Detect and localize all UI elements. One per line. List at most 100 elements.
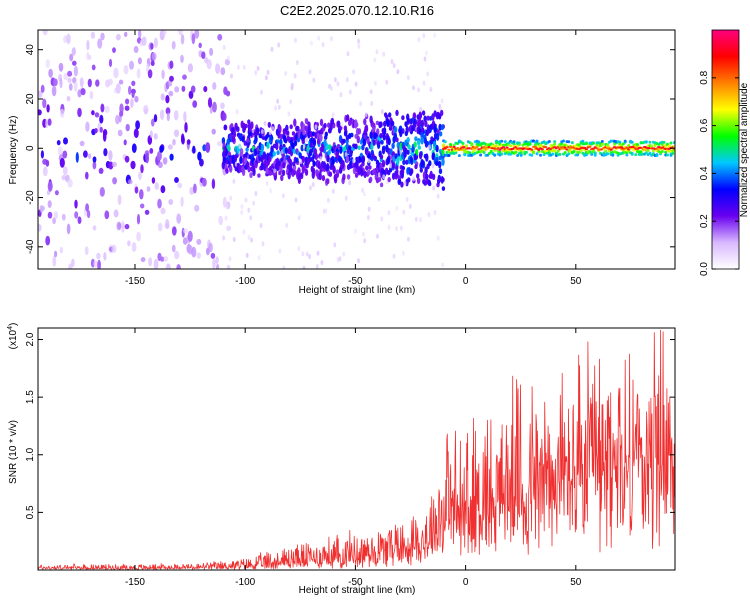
spectrogram-cell — [567, 140, 571, 144]
spectrogram-cell — [461, 142, 465, 145]
spectrogram-cell — [431, 163, 435, 169]
spectrogram-cell — [161, 69, 165, 80]
spectrogram-cell — [364, 124, 369, 133]
spectrogram-cell — [361, 187, 364, 193]
spectrogram-cell — [323, 122, 327, 129]
spectrogram-cell — [221, 161, 225, 170]
spectrogram-cell — [222, 112, 227, 121]
spectrogram-cell — [157, 222, 163, 232]
spectrogram-cell — [348, 89, 352, 95]
spectrogram-cell — [414, 164, 418, 170]
spectrogram-cell — [664, 150, 668, 154]
spectrogram-cell — [671, 152, 675, 155]
spectrogram-cell — [540, 148, 544, 151]
spectrogram-cell — [395, 226, 398, 232]
spectrogram-cell — [431, 173, 436, 180]
spectrogram-cell — [413, 153, 417, 161]
spectrogram-cell — [644, 140, 648, 144]
spectrogram-cell — [171, 244, 176, 253]
spectrogram-cell — [439, 131, 443, 137]
spectrogram-cell — [636, 143, 639, 147]
spectrogram-cell — [363, 191, 366, 197]
spectrogram-cell — [254, 191, 258, 196]
spectrogram-cell — [400, 181, 404, 188]
spectrogram-cell — [115, 33, 121, 41]
colorbar-gradient — [711, 29, 740, 270]
spectrogram-cell — [61, 174, 67, 181]
spectrogram-cell — [236, 126, 240, 133]
spectrogram-cell — [381, 127, 385, 134]
spectrogram-cell — [226, 225, 232, 232]
spectrogram-cell — [59, 246, 63, 254]
spectrogram-cell — [165, 263, 171, 269]
spectrogram-cell — [153, 259, 159, 269]
spectrogram-cell — [140, 203, 145, 209]
spectrogram-cell — [405, 197, 409, 202]
y-tick-label: 20 — [25, 93, 36, 105]
spectrogram-cell — [354, 81, 358, 87]
spectrogram-cell — [309, 142, 313, 148]
spectrogram-cell — [159, 145, 164, 153]
spectrogram-cell — [362, 231, 365, 237]
spectrogram-cell — [168, 90, 174, 97]
spectrogram-cell — [530, 153, 534, 157]
spectrogram-cell — [630, 140, 634, 144]
spectrogram-cell — [167, 144, 173, 150]
svg-text:(x104): (x104) — [7, 323, 19, 350]
spectrogram-cell — [146, 186, 151, 192]
spectrogram-cell — [194, 30, 200, 39]
spectrogram-cell — [270, 149, 274, 157]
spectrogram-cell — [225, 204, 229, 209]
spectrogram-cell — [40, 84, 45, 93]
spectrogram-cell — [42, 30, 48, 36]
y-tick-label: 1.5 — [25, 390, 36, 404]
spectrogram-cell — [248, 131, 253, 137]
spectrogram-cell — [90, 31, 96, 39]
spectrogram-cell — [172, 138, 176, 146]
colorbar-tick-label: 0.2 — [699, 214, 710, 228]
spectrogram-cell — [579, 149, 583, 153]
spectrogram-cell — [361, 155, 366, 164]
spectrogram-cell — [254, 70, 258, 76]
spectrogram-cell — [344, 195, 348, 201]
spectrogram-cell — [69, 53, 74, 62]
spectrogram-cell — [438, 168, 443, 175]
spectrogram-cell — [441, 157, 445, 166]
spectrogram-cell — [648, 151, 652, 155]
spectrogram-cell — [306, 144, 310, 154]
spectrogram-cell — [532, 150, 535, 154]
spectrogram-cell — [239, 148, 244, 156]
y-tick-label: 1.0 — [25, 447, 36, 461]
spectrogram-cell — [129, 60, 134, 70]
spectrogram-cell — [314, 152, 318, 161]
spectrogram-cell — [117, 129, 123, 137]
spectrogram-cell — [220, 102, 225, 109]
spectrogram-cell — [220, 67, 226, 76]
spectrogram-cell — [242, 64, 246, 70]
spectrogram-cell — [413, 141, 417, 148]
spectrogram-cell — [338, 256, 342, 262]
spectrogram-cell — [397, 179, 402, 184]
spectrogram-cell — [312, 138, 317, 147]
spectrogram-cell — [438, 103, 442, 109]
spectrogram-cell — [89, 91, 94, 100]
spectrogram-cell — [216, 263, 220, 269]
spectrogram-cell — [232, 178, 236, 184]
spectrogram-cell — [229, 166, 233, 173]
spectrogram-cell — [192, 145, 196, 154]
spectrogram-cell — [94, 112, 100, 118]
spectrogram-cell — [52, 217, 56, 225]
snr-xlabel: Height of straight line (km) — [299, 585, 416, 596]
spectrogram-cell — [345, 77, 349, 83]
spectrogram-cell — [312, 160, 316, 167]
spectrogram-cell — [407, 236, 410, 242]
spectrogram-cell — [246, 138, 250, 143]
spectrogram-cell — [238, 144, 242, 149]
spectrogram-cell — [59, 157, 65, 168]
spectrogram-cell — [363, 118, 367, 126]
spectrogram-cell — [604, 149, 608, 153]
spectrogram-cell — [108, 150, 113, 161]
spectrogram-cell — [553, 140, 557, 144]
spectrogram-cell — [118, 79, 124, 85]
spectrogram-cell — [280, 174, 284, 181]
